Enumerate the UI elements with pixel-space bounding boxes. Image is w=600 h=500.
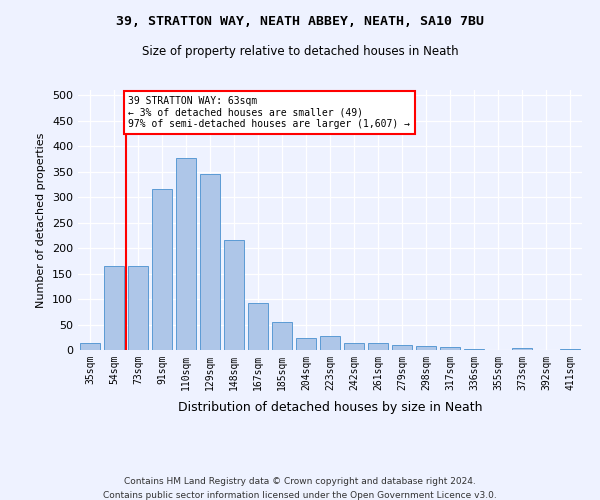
Bar (560, 349, 580, 350)
Bar (80, 344, 100, 350)
Bar (512, 348, 532, 350)
Bar (176, 158, 196, 350)
X-axis label: Distribution of detached houses by size in Neath: Distribution of detached houses by size … (178, 401, 482, 414)
Bar (152, 190, 172, 350)
Bar (368, 344, 388, 350)
Bar (104, 266, 124, 350)
Bar (344, 344, 364, 350)
Bar (272, 322, 292, 350)
Y-axis label: Number of detached properties: Number of detached properties (37, 132, 46, 308)
Bar (248, 302, 268, 350)
Bar (128, 266, 148, 350)
Text: Contains public sector information licensed under the Open Government Licence v3: Contains public sector information licen… (103, 491, 497, 500)
Bar (440, 348, 460, 350)
Bar (464, 349, 484, 350)
Bar (392, 345, 412, 350)
Text: Size of property relative to detached houses in Neath: Size of property relative to detached ho… (142, 45, 458, 58)
Text: 39 STRATTON WAY: 63sqm
← 3% of detached houses are smaller (49)
97% of semi-deta: 39 STRATTON WAY: 63sqm ← 3% of detached … (128, 96, 410, 130)
Bar (416, 346, 436, 350)
Text: Contains HM Land Registry data © Crown copyright and database right 2024.: Contains HM Land Registry data © Crown c… (124, 478, 476, 486)
Bar (296, 338, 316, 350)
Bar (200, 174, 220, 350)
Bar (320, 336, 340, 350)
Text: 39, STRATTON WAY, NEATH ABBEY, NEATH, SA10 7BU: 39, STRATTON WAY, NEATH ABBEY, NEATH, SA… (116, 15, 484, 28)
Bar (224, 240, 244, 350)
